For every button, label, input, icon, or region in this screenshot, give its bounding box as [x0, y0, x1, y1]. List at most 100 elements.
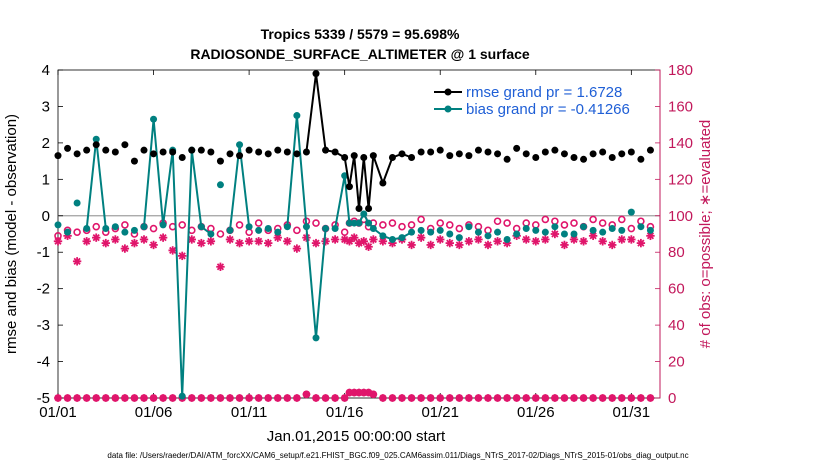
star-stroke	[474, 235, 483, 244]
bias-point	[207, 230, 215, 238]
evaluated-point	[225, 235, 235, 244]
star-stroke	[92, 234, 100, 242]
rmse-point	[360, 153, 368, 161]
rmse-point	[379, 179, 387, 187]
evaluated-bottom-point	[570, 394, 578, 402]
possible-point	[312, 219, 320, 227]
star-stroke	[360, 237, 368, 245]
star-stroke	[522, 394, 530, 402]
bias-point	[216, 181, 224, 189]
possible-point	[388, 219, 397, 227]
bias-point	[331, 225, 339, 233]
star-stroke	[264, 394, 272, 402]
star-stroke	[599, 394, 606, 402]
bias-line	[143, 119, 212, 397]
star-stroke	[73, 257, 81, 265]
rmse-point	[140, 146, 148, 154]
evaluated-point	[636, 238, 646, 248]
star-stroke	[436, 394, 444, 402]
evaluated-bottom-point	[436, 394, 445, 402]
evaluated-point	[101, 238, 110, 248]
star-stroke	[322, 394, 329, 402]
possible-point	[493, 217, 502, 226]
evaluated-point	[541, 235, 550, 244]
evaluated-point	[82, 237, 91, 246]
evaluated-point	[216, 262, 225, 271]
star-stroke	[427, 394, 434, 402]
y-tick-label-right: 40	[668, 317, 685, 334]
rmse-point	[207, 148, 215, 156]
evaluated-bottom-point	[560, 394, 569, 402]
evaluated-point	[72, 257, 82, 266]
y-tick-label-right: 80	[668, 244, 685, 261]
evaluated-bottom-point	[293, 394, 301, 402]
star-stroke	[446, 394, 454, 402]
x-tick-label: 01/26	[517, 404, 555, 421]
star-stroke	[216, 263, 225, 271]
evaluated-bottom-point	[283, 394, 292, 402]
rmse-point	[589, 150, 597, 158]
bias-point	[532, 226, 540, 234]
rmse-point	[302, 148, 310, 156]
star-stroke	[561, 394, 568, 402]
bias-point	[580, 223, 588, 231]
star-stroke	[341, 394, 348, 402]
rmse-point	[264, 150, 272, 158]
evaluated-bottom-point	[321, 394, 330, 402]
star-stroke	[274, 234, 282, 242]
y-axis-left: -5 -4 -3 -2 -1 0 1 2 3 4	[37, 62, 63, 407]
evaluated-point	[493, 237, 502, 246]
evaluated-bottom-point	[598, 394, 607, 402]
evaluated-bottom-point	[226, 394, 234, 402]
rmse-point	[255, 148, 263, 156]
evaluated-point	[416, 233, 426, 242]
y-tick-label-right: 100	[668, 208, 693, 225]
star-stroke	[274, 394, 282, 402]
evaluated-bottom-point	[54, 394, 62, 402]
star-stroke	[140, 235, 148, 244]
bias-point	[64, 228, 72, 236]
evaluated-bottom-point	[187, 394, 196, 402]
rmse-point	[580, 155, 588, 163]
star-stroke	[646, 232, 655, 240]
bias-point	[608, 225, 616, 233]
evaluated-bottom-point	[159, 394, 167, 402]
star-stroke	[494, 394, 501, 402]
star-stroke	[407, 241, 416, 249]
star-stroke	[647, 394, 654, 402]
y-tick-label-right: 20	[668, 354, 685, 371]
star-stroke	[436, 235, 444, 244]
evaluated-point	[646, 231, 655, 241]
star-stroke	[513, 394, 520, 402]
star-stroke	[284, 394, 291, 402]
star-stroke	[522, 235, 530, 244]
rmse-point	[551, 146, 559, 154]
rmse-point	[92, 141, 100, 149]
star-stroke	[159, 234, 167, 242]
possible-point	[570, 219, 578, 227]
footnote: data file: /Users/raeder/DAI/ATM_forcXX/…	[107, 451, 688, 460]
bias-point	[465, 223, 473, 231]
rmse-point	[465, 152, 473, 160]
rmse-point	[494, 150, 502, 158]
rmse-point	[618, 150, 626, 158]
evaluated-point	[330, 235, 340, 244]
evaluated-bottom-point	[130, 394, 139, 402]
star-stroke	[589, 394, 597, 402]
star-stroke	[599, 237, 607, 245]
evaluated-point	[474, 235, 483, 244]
evaluated-point	[455, 240, 464, 250]
star-stroke	[551, 394, 559, 402]
evaluated-point	[560, 240, 569, 250]
rmse-point	[245, 146, 253, 154]
star-stroke	[102, 394, 110, 402]
possible-point	[254, 219, 263, 227]
star-stroke	[331, 235, 339, 244]
evaluated-point	[130, 238, 139, 248]
star-stroke	[503, 394, 511, 402]
star-stroke	[226, 235, 234, 244]
bias-point	[355, 219, 363, 227]
evaluated-point	[235, 238, 244, 248]
star-stroke	[493, 237, 502, 245]
evaluated-point	[168, 246, 177, 255]
